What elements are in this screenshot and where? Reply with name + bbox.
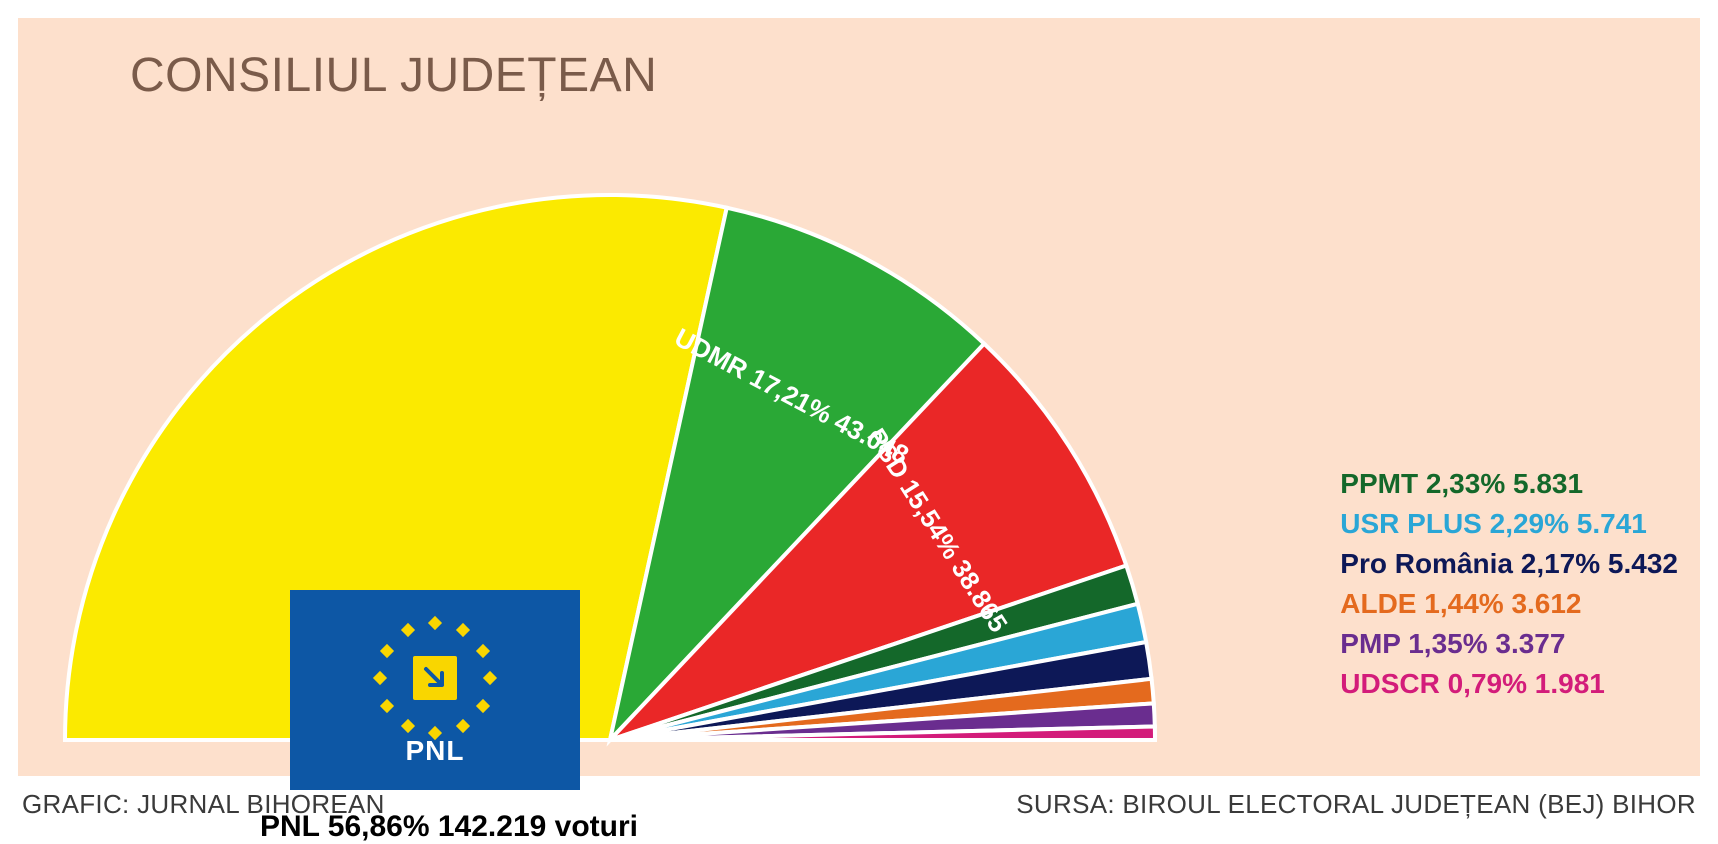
- half-pie-chart: UDMR 17,21% 43.048PSD 15,54% 38.865 PNL …: [50, 130, 1170, 750]
- side-label-pmp: PMP 1,35% 3.377: [1340, 628, 1678, 660]
- pnl-logo: PNL: [290, 590, 580, 790]
- side-label-usr-plus: USR PLUS 2,29% 5.741: [1340, 508, 1678, 540]
- footer: GRAFIC: JURNAL BIHOREAN SURSA: BIROUL EL…: [22, 789, 1696, 820]
- side-label-ppmt: PPMT 2,33% 5.831: [1340, 468, 1678, 500]
- side-label-pro-românia: Pro România 2,17% 5.432: [1340, 548, 1678, 580]
- pie-svg: UDMR 17,21% 43.048PSD 15,54% 38.865: [50, 130, 1170, 750]
- footer-right: SURSA: BIROUL ELECTORAL JUDEȚEAN (BEJ) B…: [1016, 789, 1696, 820]
- side-label-alde: ALDE 1,44% 3.612: [1340, 588, 1678, 620]
- side-label-udscr: UDSCR 0,79% 1.981: [1340, 668, 1678, 700]
- side-labels: PPMT 2,33% 5.831 USR PLUS 2,29% 5.741 Pro …: [1340, 468, 1678, 700]
- chart-title: CONSILIUL JUDEȚEAN: [130, 48, 657, 103]
- figure-frame: CONSILIUL JUDEȚEAN UDMR 17,21% 43.048PSD…: [0, 0, 1718, 832]
- footer-left: GRAFIC: JURNAL BIHOREAN: [22, 789, 385, 820]
